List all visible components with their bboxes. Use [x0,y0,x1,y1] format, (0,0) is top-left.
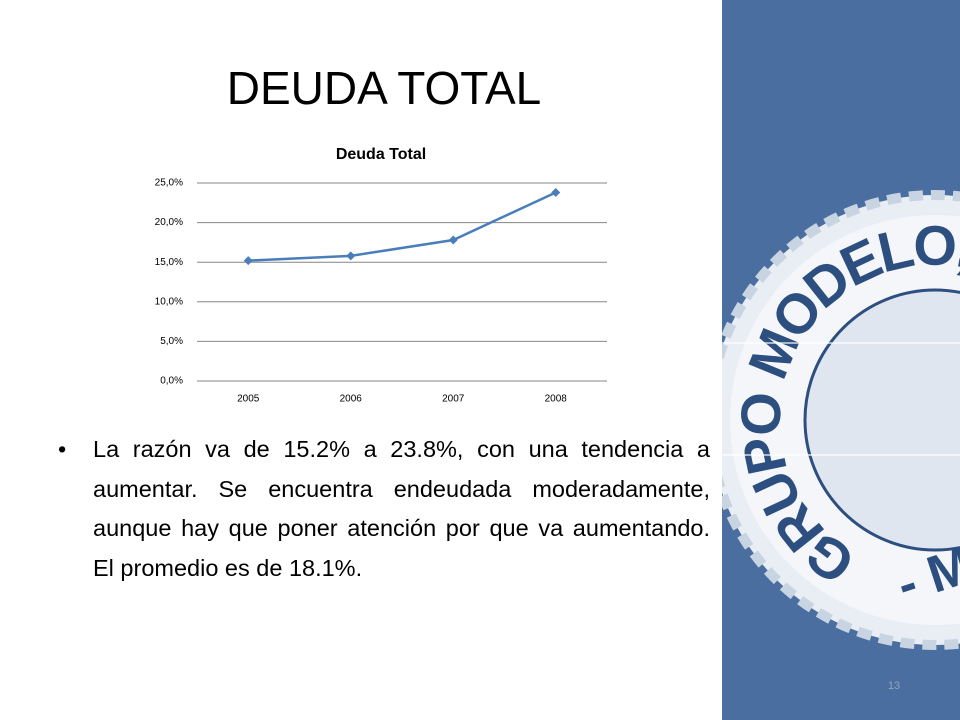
x-tick-label: 2006 [340,394,363,405]
data-point [243,256,253,266]
cap-center [803,288,960,552]
data-point [448,235,458,245]
data-point [346,251,356,261]
bullet-dot: • [58,436,67,462]
logo: GRUPO MODELO, S - M [722,190,960,650]
series-line [248,191,557,262]
chart-title: Deuda Total [336,146,426,163]
x-tick-label: 2008 [545,394,568,405]
y-tick-label: 10,0% [155,296,183,307]
y-tick-label: 5,0% [160,336,183,347]
x-tick-label: 2005 [237,394,260,405]
y-tick-label: 0,0% [160,376,183,387]
bullet-item: • La razón va de 15.2% a 23.8%, con una … [58,430,710,588]
y-tick-label: 20,0% [155,217,183,228]
y-tick-label: 25,0% [155,178,183,189]
data-point [551,188,561,198]
y-tick-label: 15,0% [155,257,183,268]
chart: 0,0% 5,0% 10,0% 15,0% 20,0% 25,0% 2005 2006 2007… [155,178,607,405]
bullet-text: La razón va de 15.2% a 23.8%, con una te… [93,436,710,581]
slide-title: DEUDA TOTAL [227,62,541,114]
x-tick-label: 2007 [442,394,465,405]
page-number: 13 [888,680,900,692]
